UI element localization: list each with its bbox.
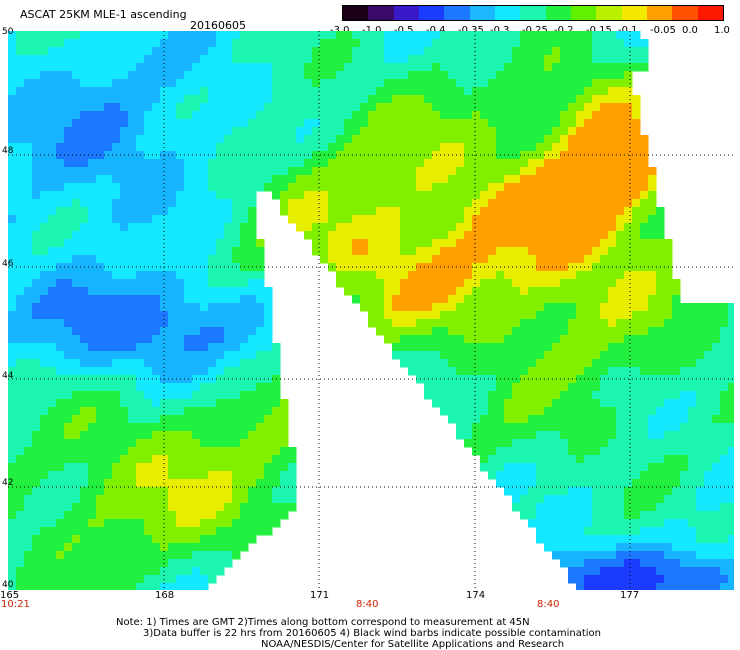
map-canvas [8,31,734,590]
colorbar-swatch [418,6,445,20]
latitude-label: 46 [2,259,14,269]
colorbar-tick-label: -0.25 [522,25,548,36]
colorbar-swatch [697,6,723,20]
colorbar-swatch [444,6,470,20]
colorbar-swatch [343,6,369,20]
longitude-label: 171 [310,590,330,601]
colorbar-tick-label: -0.3 [490,25,510,36]
wind-field-cells [8,31,734,590]
colorbar-swatch [596,6,622,20]
colorbar-swatch [520,6,546,20]
colorbar [342,5,724,21]
colorbar-tick-label: 0.0 [682,25,698,36]
time-label-right: 8:40 [537,599,560,610]
latitude-label: 40 [2,580,14,590]
latitude-label: 50 [2,27,14,37]
longitude-label: 177 [620,590,640,601]
colorbar-swatch [393,6,419,20]
colorbar-tick-label: -1.0 [362,25,382,36]
product-title: ASCAT 25KM MLE-1 ascending [20,8,187,21]
colorbar-tick-label: -0.4 [426,25,446,36]
time-label-left: 10:21 [1,599,30,610]
note-line-3: NOAA/NESDIS/Center for Satellite Applica… [261,639,565,650]
colorbar-tick-label: -0.2 [554,25,574,36]
note-line-2: 3)Data buffer is 22 hrs from 20160605 4)… [143,628,601,639]
colorbar-swatch [570,6,597,20]
colorbar-swatch [494,6,521,20]
graticule [8,31,734,590]
colorbar-tick-label: -0.05 [650,25,676,36]
longitude-label: 174 [466,590,486,601]
colorbar-swatch [469,6,495,20]
date-label: 20160605 [190,19,246,32]
colorbar-swatch [621,6,647,20]
longitude-label: 165 [0,590,20,601]
colorbar-swatch [545,6,571,20]
colorbar-tick-label: -0.1 [618,25,638,36]
colorbar-tick-label: -0.15 [586,25,612,36]
latitude-label: 42 [2,478,14,488]
latitude-label: 44 [2,371,14,381]
colorbar-tick-label: -3.0 [330,25,350,36]
latitude-label: 48 [2,146,14,156]
note-line-1: Note: 1) Times are GMT 2)Times along bot… [116,617,530,628]
colorbar-tick-label: -0.5 [394,25,414,36]
colorbar-swatch [672,6,698,20]
colorbar-swatch [646,6,673,20]
time-label-middle: 8:40 [356,599,379,610]
colorbar-tick-label: -0.35 [458,25,484,36]
colorbar-swatch [368,6,394,20]
scatterometer-map [8,31,734,590]
colorbar-tick-label: 1.0 [714,25,730,36]
longitude-label: 168 [155,590,175,601]
